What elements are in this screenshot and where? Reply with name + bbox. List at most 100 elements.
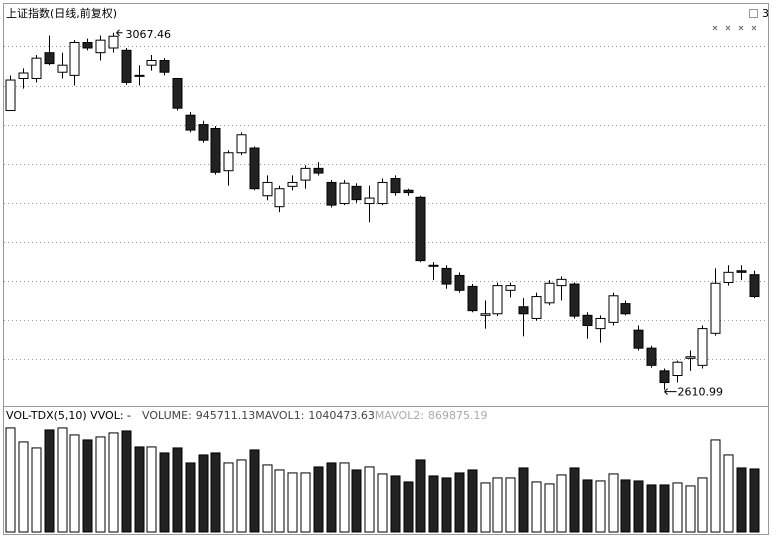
volume-bar xyxy=(531,481,542,533)
candle-body xyxy=(274,188,285,208)
candle-body xyxy=(377,181,388,205)
candle-body xyxy=(31,57,42,79)
volume-bar xyxy=(697,477,708,533)
chart-title: 上证指数(日线,前复权) xyxy=(6,6,117,20)
volume-bar xyxy=(223,462,234,533)
volume-bar xyxy=(736,467,747,533)
volume-bar xyxy=(710,439,721,533)
candle-body xyxy=(326,181,337,206)
candle-body xyxy=(172,77,183,109)
volume-bar xyxy=(300,472,311,533)
legend-value: 1040473.63 xyxy=(308,409,374,422)
volume-bar xyxy=(185,462,196,533)
candle-body xyxy=(82,42,93,49)
volume-bar xyxy=(249,449,260,533)
volume-bar xyxy=(351,469,362,533)
candle-body xyxy=(492,285,503,315)
volume-bar xyxy=(646,484,657,533)
candle-body xyxy=(569,283,580,317)
volume-bar xyxy=(287,472,298,533)
volume-bar xyxy=(582,479,593,533)
volume-bar xyxy=(569,467,580,533)
volume-bar xyxy=(685,485,696,533)
volume-bar xyxy=(44,429,55,533)
candle-body xyxy=(159,59,170,73)
high-annotation: 3067.46 xyxy=(126,28,172,41)
volume-bar xyxy=(415,459,426,533)
candle-body xyxy=(659,370,670,384)
volume-bar xyxy=(326,462,337,533)
volume-bar xyxy=(236,459,247,533)
candle-body xyxy=(480,313,491,316)
candle-body xyxy=(633,329,644,349)
candle-body xyxy=(672,361,683,377)
legend-value: 945711.13 xyxy=(196,409,256,422)
candle-body xyxy=(556,278,567,287)
candle-body xyxy=(723,271,734,283)
volume-bar xyxy=(633,480,644,533)
candle-body xyxy=(531,296,542,319)
corner-label: 3 xyxy=(762,7,769,20)
volume-bar xyxy=(146,446,157,533)
candle-body xyxy=(518,306,529,315)
volume-bar xyxy=(608,473,619,533)
candle-body xyxy=(249,147,260,190)
volume-bar xyxy=(480,482,491,533)
candle-body xyxy=(44,52,55,65)
candle-body xyxy=(5,79,16,112)
candle-body xyxy=(18,72,29,79)
volume-bar xyxy=(57,427,68,533)
volume-bar xyxy=(428,475,439,533)
volume-bar xyxy=(18,441,29,533)
candle-body xyxy=(736,270,747,273)
volume-bar xyxy=(556,474,567,533)
volume-bar xyxy=(31,447,42,533)
volume-bar xyxy=(108,432,119,533)
volume-bar xyxy=(339,462,350,533)
candle-body xyxy=(108,35,119,49)
volume-bar xyxy=(659,484,670,533)
candle-body xyxy=(620,303,631,315)
candle-body xyxy=(339,182,350,205)
candle-body xyxy=(121,49,132,83)
candle-body xyxy=(646,347,657,366)
candle-body xyxy=(697,328,708,366)
volume-bar xyxy=(262,464,273,533)
volume-bar xyxy=(595,480,606,533)
volume-bar xyxy=(403,481,414,533)
candle-body xyxy=(608,295,619,323)
candle-body xyxy=(685,356,696,359)
candle-body xyxy=(300,167,311,181)
candle-body xyxy=(287,181,298,187)
volume-legend: VOLUME: 945711.13MAVOL1: 1040473.63MAVOL2:… xyxy=(142,409,488,422)
volume-bar xyxy=(620,479,631,533)
candle-body xyxy=(403,189,414,194)
window-icon[interactable] xyxy=(749,9,758,18)
volume-bar xyxy=(313,466,324,533)
low-annotation: 2610.99 xyxy=(678,386,724,399)
candle-body xyxy=(236,134,247,154)
legend-label: MAVOL2: xyxy=(375,409,424,422)
candle-body xyxy=(441,267,452,285)
volume-bar xyxy=(467,469,478,533)
volume-bar xyxy=(69,434,80,533)
candle-body xyxy=(262,181,273,197)
candle-body xyxy=(415,196,426,262)
volume-bar xyxy=(454,472,465,533)
volume-bar xyxy=(544,483,555,533)
volume-bar xyxy=(121,430,132,533)
annotation-arrow xyxy=(116,29,123,37)
volume-bar xyxy=(134,446,145,533)
volume-bar xyxy=(441,477,452,533)
volume-bar xyxy=(672,482,683,533)
volume-bar xyxy=(723,454,734,533)
volume-bar xyxy=(749,468,760,533)
candle-body xyxy=(749,274,760,298)
candle-body xyxy=(134,74,145,77)
annotation-arrow xyxy=(664,388,677,395)
legend-label: VOLUME: xyxy=(142,409,192,422)
volume-bar xyxy=(505,477,516,533)
candle-body xyxy=(428,264,439,267)
volume-bar xyxy=(159,452,170,533)
